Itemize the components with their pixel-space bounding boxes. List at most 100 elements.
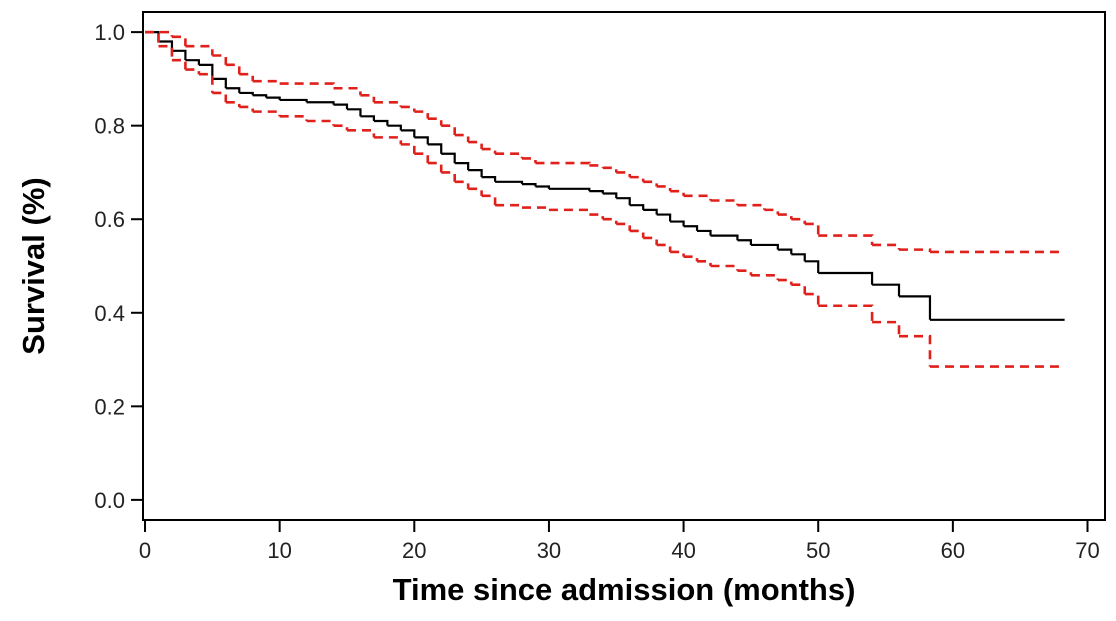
survival-step xyxy=(764,208,780,215)
survival-step xyxy=(306,101,335,105)
survival-step xyxy=(818,271,874,285)
survival-step xyxy=(656,243,672,252)
survival-step xyxy=(683,225,699,231)
survival-step xyxy=(495,203,524,208)
survival-step xyxy=(899,248,932,252)
x-tick-label: 70 xyxy=(1075,538,1099,563)
survival-step xyxy=(387,124,402,131)
survival-step xyxy=(697,229,712,236)
survival-step xyxy=(198,63,214,79)
survival-step xyxy=(212,77,227,89)
survival-step xyxy=(427,117,443,126)
survival-step xyxy=(616,171,632,178)
survival-step xyxy=(643,180,658,187)
survival-step xyxy=(737,203,766,210)
survival-step xyxy=(171,58,187,70)
survival-step xyxy=(602,192,618,199)
survival-step xyxy=(737,239,752,245)
survival-step xyxy=(333,124,349,131)
survival-step xyxy=(171,49,187,61)
survival-step xyxy=(414,110,430,119)
survival-step xyxy=(495,152,524,159)
survival-step xyxy=(683,194,712,201)
survival-step xyxy=(899,334,932,367)
survival-step xyxy=(225,63,241,75)
survival-step xyxy=(454,133,470,143)
survival-step xyxy=(710,264,739,271)
survival-step xyxy=(522,206,551,210)
survival-step xyxy=(710,199,739,206)
survival-step xyxy=(360,93,376,103)
survival-step xyxy=(468,187,483,196)
x-tick-label: 60 xyxy=(941,538,965,563)
survival-step xyxy=(454,161,470,171)
survival-step xyxy=(346,129,376,138)
survival-step xyxy=(239,91,254,96)
survival-step xyxy=(656,213,672,222)
survival-step xyxy=(643,236,658,245)
y-tick-label: 1.0 xyxy=(94,20,125,45)
survival-step xyxy=(791,283,807,295)
survival-step xyxy=(548,187,591,192)
plot-frame xyxy=(142,11,1106,521)
survival-step xyxy=(225,87,241,93)
survival-step xyxy=(427,143,443,154)
survival-step xyxy=(629,204,645,210)
x-tick-label: 50 xyxy=(806,538,830,563)
survival-step xyxy=(535,161,591,166)
survival-step xyxy=(495,180,524,185)
survival-step xyxy=(481,194,497,206)
x-axis-title: Time since admission (months) xyxy=(393,572,856,607)
survival-step xyxy=(239,105,255,112)
survival-step xyxy=(185,68,201,75)
survival-step xyxy=(266,96,281,100)
survival-step xyxy=(306,119,335,126)
survival-step xyxy=(589,190,604,194)
survival-step xyxy=(373,136,403,145)
y-tick-label: 0.0 xyxy=(94,488,125,513)
survival-step xyxy=(656,185,672,192)
survival-step xyxy=(252,94,268,98)
survival-step xyxy=(171,35,187,47)
survival-step xyxy=(777,248,793,255)
survival-step xyxy=(454,180,470,189)
survival-step xyxy=(602,166,618,173)
survival-step xyxy=(414,136,429,145)
survival-step xyxy=(279,115,308,121)
survival-step xyxy=(629,229,645,238)
survival-step xyxy=(145,30,160,47)
survival-step xyxy=(683,255,699,262)
survival-step xyxy=(791,253,806,262)
survival-step xyxy=(279,98,308,103)
survival-step xyxy=(481,147,497,154)
survival-step xyxy=(791,217,807,224)
survival-step xyxy=(225,100,241,107)
survival-step xyxy=(697,260,712,266)
survival-step xyxy=(400,143,416,154)
survival-step xyxy=(468,169,483,178)
survival-step xyxy=(872,243,901,250)
y-axis-title: Survival (%) xyxy=(16,177,51,354)
survival-step xyxy=(373,100,403,107)
survival-step xyxy=(670,250,685,257)
survival-step xyxy=(777,213,793,220)
survival-step xyxy=(400,105,416,112)
survival-step xyxy=(804,292,820,306)
survival-step xyxy=(872,283,901,297)
y-tick-label: 0.2 xyxy=(94,394,125,419)
survival-step xyxy=(818,234,874,245)
survival-step xyxy=(710,234,739,241)
survival-step xyxy=(252,79,281,84)
survival-step xyxy=(441,171,456,182)
survival-step xyxy=(185,44,214,56)
survival-step xyxy=(333,103,349,110)
survival-step xyxy=(441,152,456,164)
survival-step xyxy=(670,220,685,227)
survival-step xyxy=(252,110,281,117)
survival-step xyxy=(145,31,160,42)
survival-step xyxy=(535,185,551,189)
survival-step xyxy=(589,213,605,220)
survival-step xyxy=(468,140,483,150)
survival-step xyxy=(750,243,779,250)
